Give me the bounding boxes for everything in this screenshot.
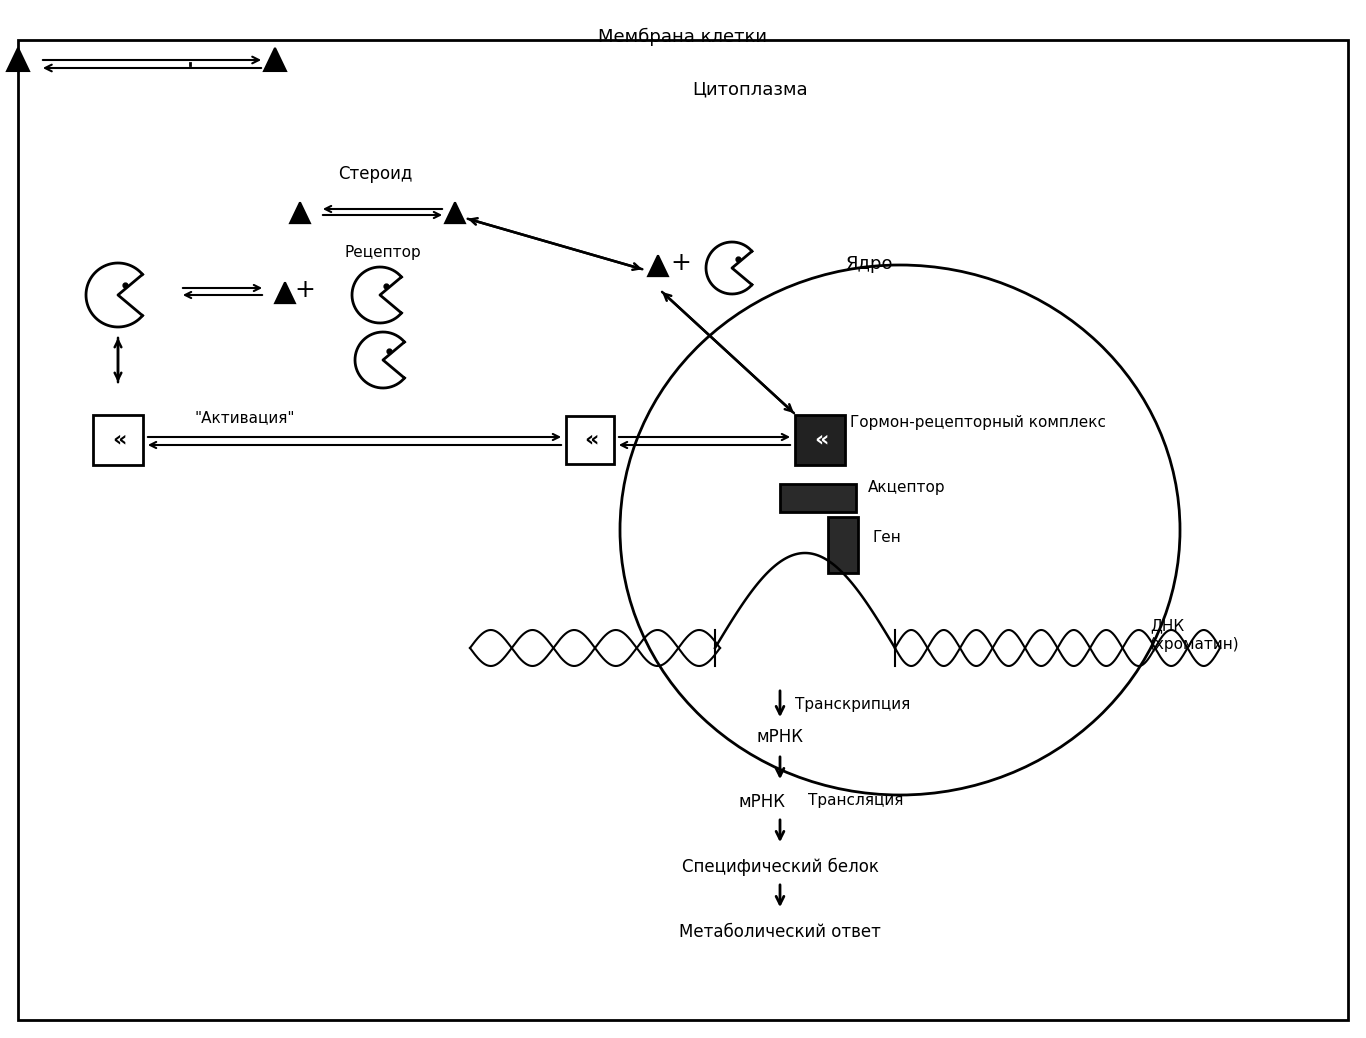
Text: Специфический белок: Специфический белок	[682, 858, 878, 876]
Text: Рецептор: Рецептор	[344, 245, 421, 260]
Text: Цитоплазма: Цитоплазма	[693, 80, 807, 98]
Polygon shape	[264, 48, 285, 71]
Polygon shape	[290, 202, 310, 223]
Polygon shape	[445, 202, 464, 223]
Text: мРНК: мРНК	[757, 728, 803, 746]
Text: Стероид: Стероид	[337, 165, 413, 183]
Text: Трансляция: Трансляция	[809, 793, 903, 808]
Text: «: «	[583, 429, 598, 449]
Bar	[93, 415, 143, 465]
Bar	[795, 415, 846, 465]
Text: +: +	[671, 251, 691, 275]
Text: Акцептор: Акцептор	[867, 480, 945, 495]
Text: мРНК: мРНК	[739, 793, 785, 811]
Polygon shape	[275, 282, 295, 303]
Polygon shape	[647, 255, 668, 276]
Text: Ген: Ген	[872, 530, 900, 545]
Bar	[780, 484, 856, 512]
Text: ДНК
(хроматин): ДНК (хроматин)	[1150, 618, 1239, 652]
Bar	[828, 517, 858, 573]
Text: Гормон-рецепторный комплекс: Гормон-рецепторный комплекс	[850, 415, 1106, 430]
Text: Метаболический ответ: Метаболический ответ	[679, 923, 881, 941]
Text: Транскрипция: Транскрипция	[795, 696, 910, 711]
Bar	[566, 416, 613, 464]
Text: +: +	[295, 278, 316, 302]
Text: «: «	[112, 429, 126, 449]
Text: «: «	[814, 429, 828, 449]
Text: Мембрана клетки: Мембрана клетки	[598, 28, 768, 47]
Polygon shape	[7, 48, 29, 71]
Text: Ядро: Ядро	[847, 255, 893, 273]
Text: "Активация": "Активация"	[195, 410, 295, 425]
